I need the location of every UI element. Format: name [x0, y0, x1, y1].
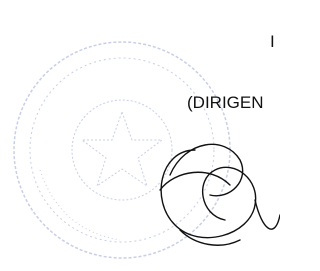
role-line: (DIRIGEN [187, 93, 264, 112]
heading-line: I [270, 32, 275, 51]
stamp [14, 42, 230, 258]
document-fragment: I (DIRIGEN [0, 0, 280, 271]
page: I (DIRIGEN (() => { const data = JSON.pa… [0, 0, 280, 271]
